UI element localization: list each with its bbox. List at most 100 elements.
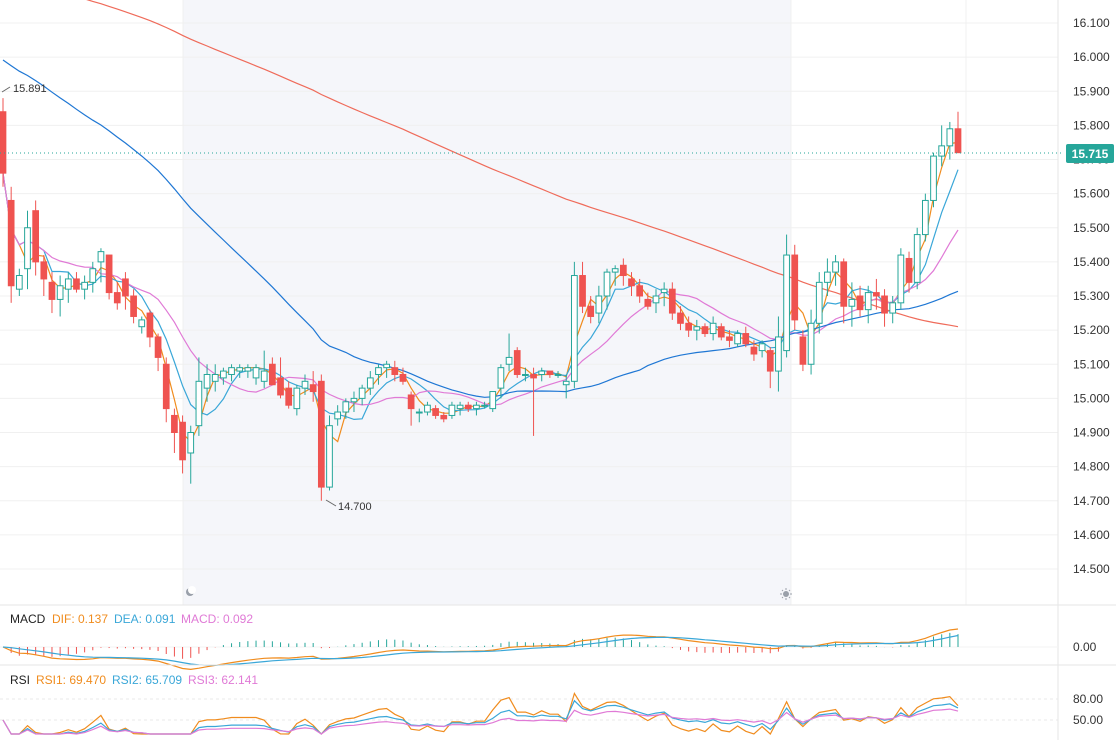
candle[interactable] — [840, 258, 848, 324]
candle[interactable] — [701, 323, 709, 337]
candle[interactable] — [881, 289, 888, 327]
candle[interactable] — [693, 319, 701, 341]
candle[interactable] — [807, 309, 815, 375]
candle[interactable] — [162, 357, 170, 423]
candle[interactable] — [873, 278, 880, 310]
candle[interactable] — [652, 289, 660, 314]
candle[interactable] — [660, 282, 668, 307]
candle[interactable] — [138, 316, 146, 334]
candle[interactable] — [546, 370, 554, 378]
candle[interactable] — [930, 152, 937, 208]
candle[interactable] — [946, 121, 954, 160]
candle[interactable] — [187, 425, 195, 484]
candle[interactable] — [252, 364, 260, 385]
candle[interactable] — [717, 323, 725, 341]
candle[interactable] — [415, 408, 423, 423]
candle[interactable] — [154, 333, 162, 372]
candle[interactable] — [619, 258, 627, 286]
candle[interactable] — [464, 401, 472, 413]
candle[interactable] — [7, 186, 15, 303]
candle[interactable] — [497, 364, 505, 399]
candle[interactable] — [889, 296, 897, 324]
candle[interactable] — [228, 364, 235, 382]
candle[interactable] — [456, 401, 464, 416]
candle[interactable] — [579, 261, 586, 314]
candle[interactable] — [562, 374, 570, 399]
candle[interactable] — [595, 285, 603, 324]
candle[interactable] — [905, 251, 913, 293]
candle[interactable] — [799, 330, 807, 372]
candle[interactable] — [56, 275, 64, 317]
candle[interactable] — [709, 316, 717, 341]
candle[interactable] — [32, 200, 40, 276]
candle[interactable] — [195, 357, 203, 436]
candle[interactable] — [179, 415, 186, 474]
candle[interactable] — [685, 316, 692, 337]
candle[interactable] — [726, 330, 733, 348]
candle[interactable] — [775, 316, 782, 392]
candle[interactable] — [146, 309, 154, 348]
candle[interactable] — [269, 357, 276, 386]
candle[interactable] — [0, 98, 7, 187]
candle[interactable] — [130, 289, 137, 324]
candle[interactable] — [424, 401, 431, 416]
candle[interactable] — [766, 347, 774, 389]
candle[interactable] — [73, 272, 80, 293]
candle[interactable] — [244, 364, 252, 378]
candle[interactable] — [260, 350, 268, 389]
candle[interactable] — [734, 330, 741, 348]
candle[interactable] — [848, 282, 856, 327]
candle[interactable] — [440, 412, 448, 423]
candle[interactable] — [742, 326, 750, 348]
candle[interactable] — [285, 381, 293, 409]
candle[interactable] — [399, 367, 407, 385]
candle[interactable] — [326, 415, 333, 491]
candle[interactable] — [64, 272, 72, 303]
candle[interactable] — [538, 367, 546, 382]
candle[interactable] — [571, 261, 578, 389]
candle[interactable] — [15, 268, 23, 296]
candle[interactable] — [481, 401, 488, 409]
candle[interactable] — [832, 255, 839, 286]
candle[interactable] — [644, 292, 652, 310]
candle[interactable] — [432, 405, 439, 419]
candle[interactable] — [211, 364, 219, 392]
candle[interactable] — [628, 272, 635, 296]
candle[interactable] — [48, 272, 56, 314]
candle[interactable] — [89, 261, 97, 293]
candle[interactable] — [791, 244, 799, 331]
candle[interactable] — [750, 340, 758, 361]
candle[interactable] — [383, 360, 390, 378]
candle[interactable] — [113, 282, 121, 310]
candle[interactable] — [897, 248, 905, 310]
candle[interactable] — [97, 248, 105, 283]
candle[interactable] — [824, 258, 831, 296]
candle[interactable] — [530, 367, 537, 436]
candle[interactable] — [24, 210, 31, 290]
candle[interactable] — [236, 364, 244, 378]
candle[interactable] — [783, 234, 790, 358]
candle[interactable] — [366, 371, 374, 395]
candle[interactable] — [913, 227, 921, 290]
candle[interactable] — [277, 357, 284, 399]
candle[interactable] — [489, 391, 497, 413]
candle[interactable] — [122, 272, 129, 310]
candle[interactable] — [954, 111, 962, 154]
candlestick-series[interactable] — [0, 98, 962, 501]
candle[interactable] — [636, 278, 644, 303]
candle[interactable] — [317, 374, 325, 501]
candle[interactable] — [938, 125, 946, 167]
candle[interactable] — [611, 265, 619, 286]
candle[interactable] — [358, 384, 366, 406]
candle[interactable] — [554, 371, 562, 378]
candle[interactable] — [203, 364, 211, 402]
candle[interactable] — [81, 275, 88, 300]
candle[interactable] — [407, 391, 415, 426]
candle[interactable] — [220, 367, 227, 385]
candle[interactable] — [391, 360, 399, 382]
candle[interactable] — [677, 306, 684, 331]
candle[interactable] — [105, 254, 113, 300]
candle[interactable] — [40, 255, 48, 296]
candle[interactable] — [342, 398, 350, 419]
candle[interactable] — [856, 285, 864, 317]
